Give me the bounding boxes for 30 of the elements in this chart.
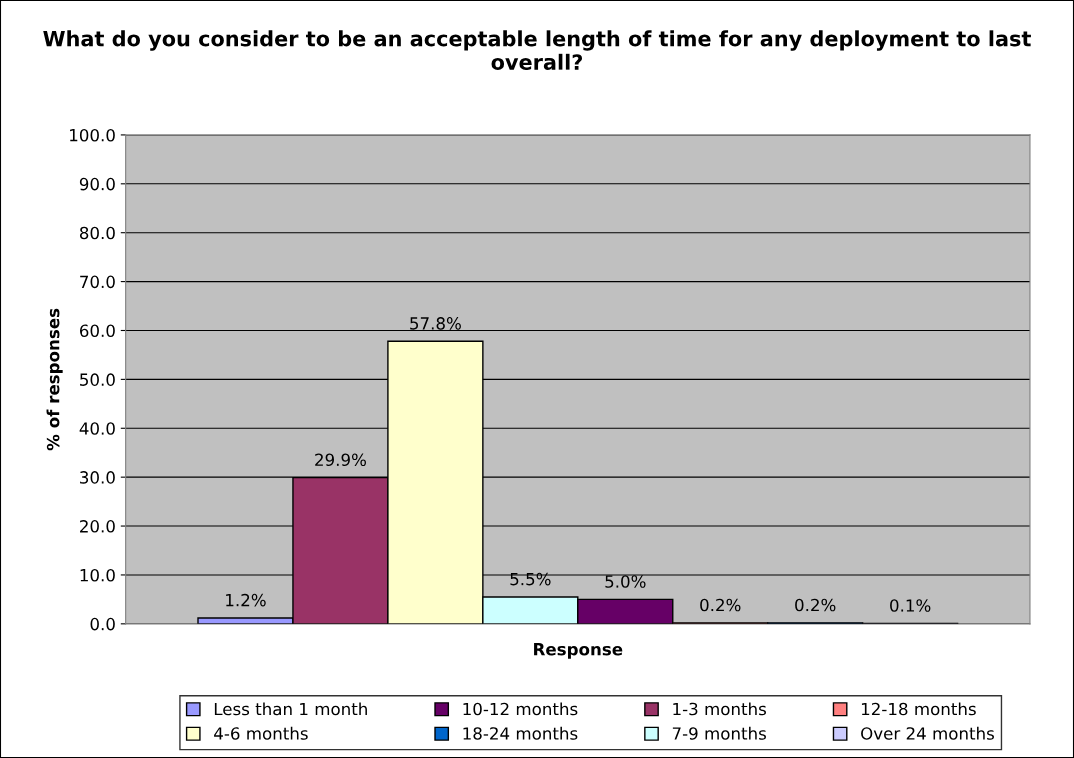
legend-label: Less than 1 month [214, 702, 367, 716]
chart-title: What do you consider to be an acceptable length of time for any deployment to last overall? [43, 30, 1031, 70]
y-tick-label: 90.0 [79, 177, 115, 191]
legend-label: 12-18 months [861, 702, 976, 716]
data-label: 0.2% [700, 598, 741, 612]
data-label: 1.2% [226, 593, 266, 607]
data-label: 0.1% [890, 599, 931, 612]
legend-label: 7-9 months [672, 726, 766, 740]
y-tick-label: 30.0 [80, 471, 115, 484]
y-tick-label: 100.0 [70, 128, 115, 142]
legend-label: Over 24 months [861, 726, 994, 740]
y-tick-label: 70.0 [80, 275, 115, 289]
y-tick-label: 10.0 [80, 568, 115, 582]
y-tick-label: 20.0 [80, 520, 115, 533]
y-tick-label: 60.0 [79, 324, 115, 338]
x-axis-title: Response [534, 643, 623, 659]
legend-label: 18-24 months [463, 726, 578, 740]
y-tick-label: 40.0 [79, 422, 115, 435]
data-label: 29.9% [315, 453, 366, 467]
data-label: 57.8% [410, 317, 461, 330]
legend-label: 1-3 months [673, 702, 766, 716]
y-tick-label: 80.0 [79, 226, 115, 240]
legend-label: 4-6 months [214, 726, 308, 740]
y-tick-label: 50.0 [80, 373, 115, 386]
y-axis-title: % of responses [46, 308, 63, 451]
y-tick-label: 0.0 [90, 617, 115, 631]
data-label: 0.2% [795, 598, 836, 612]
legend-label: 10-12 months [463, 702, 578, 716]
data-label: 5.5% [510, 572, 551, 586]
data-label: 5.0% [605, 575, 646, 588]
